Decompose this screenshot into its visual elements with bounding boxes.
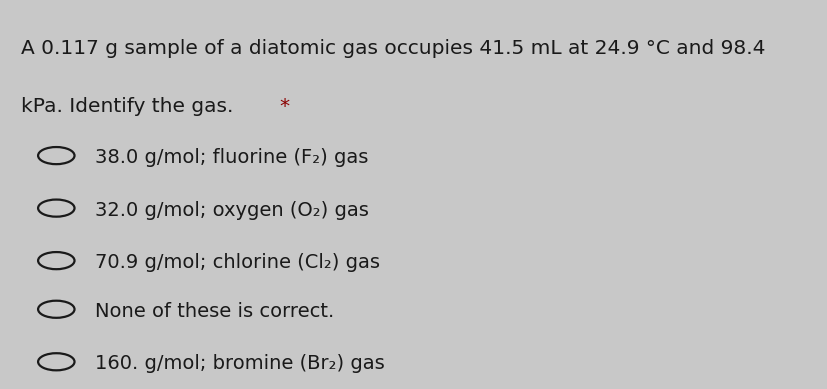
Text: 32.0 g/mol; oxygen (O₂) gas: 32.0 g/mol; oxygen (O₂) gas <box>95 201 369 219</box>
Text: None of these is correct.: None of these is correct. <box>95 302 334 321</box>
Text: 70.9 g/mol; chlorine (Cl₂) gas: 70.9 g/mol; chlorine (Cl₂) gas <box>95 253 380 272</box>
Text: *: * <box>280 97 289 116</box>
Text: 160. g/mol; bromine (Br₂) gas: 160. g/mol; bromine (Br₂) gas <box>95 354 385 373</box>
Text: kPa. Identify the gas.: kPa. Identify the gas. <box>21 97 239 116</box>
Text: A 0.117 g sample of a diatomic gas occupies 41.5 mL at 24.9 °C and 98.4: A 0.117 g sample of a diatomic gas occup… <box>21 39 764 58</box>
Text: 38.0 g/mol; fluorine (F₂) gas: 38.0 g/mol; fluorine (F₂) gas <box>95 148 368 167</box>
